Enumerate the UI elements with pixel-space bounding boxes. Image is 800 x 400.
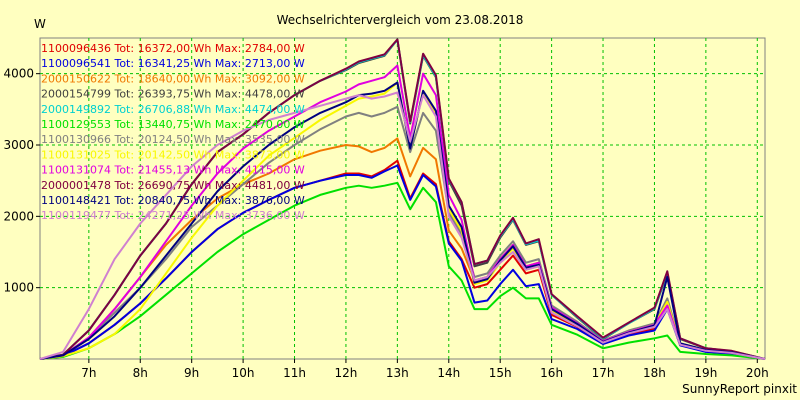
legend: 1100096436 Tot: 16372,00 Wh Max: 2784,00… [41, 42, 305, 222]
series-line-2000001478 [39, 38, 766, 360]
x-tick-label: 20h [746, 366, 769, 380]
series-line-1100129553 [39, 181, 766, 360]
series-line-1100119477 [39, 91, 766, 360]
credit-label: SunnyReport pinxit [682, 382, 797, 396]
x-tick-label: 11h [283, 366, 306, 380]
legend-entry-2000150622: 2000150622 Tot: 18640,00 Wh Max: 3092,00… [41, 72, 305, 85]
x-tick-label: 16h [540, 366, 563, 380]
x-tick-label: 7h [81, 366, 96, 380]
legend-entry-1100130966: 1100130966 Tot: 20124,50 Wh Max: 3535,00… [41, 133, 305, 146]
x-tick-label: 13h [386, 366, 409, 380]
x-tick-label: 9h [184, 366, 199, 380]
y-tick-label: 4000 [3, 67, 34, 81]
y-tick-label: 3000 [3, 138, 34, 152]
y-tick-label: 2000 [3, 209, 34, 223]
y-tick-label: 1000 [3, 281, 34, 295]
legend-entry-1100131025: 1100131025 Tot: 20142,50 Wh Max: 3873,00… [41, 148, 305, 161]
legend-entry-2000149892: 2000149892 Tot: 26706,88 Wh Max: 4474,00… [41, 103, 305, 116]
legend-entry-2000001478: 2000001478 Tot: 26690,75 Wh Max: 4481,00… [41, 179, 305, 192]
legend-entry-1100131074: 1100131074 Tot: 21455,13 Wh Max: 4115,00… [41, 164, 305, 177]
x-tick-label: 17h [592, 366, 615, 380]
chart-title: Wechselrichtervergleich vom 23.08.2018 [277, 13, 524, 27]
legend-entry-1100119477: 1100119477 Tot: 24271,25 Wh Max: 3736,00… [41, 209, 305, 222]
x-tick-label: 19h [694, 366, 717, 380]
x-tick-label: 12h [335, 366, 358, 380]
legend-entry-1100096541: 1100096541 Tot: 16341,25 Wh Max: 2713,00… [41, 57, 305, 70]
x-tick-label: 15h [489, 366, 512, 380]
y-axis-unit-label: W [34, 17, 46, 31]
legend-entry-1100129553: 1100129553 Tot: 13440,75 Wh Max: 2470,00… [41, 118, 305, 131]
x-tick-label: 18h [643, 366, 666, 380]
series-line-1100130966 [39, 105, 766, 360]
series-line-1100096541 [39, 164, 766, 360]
legend-entry-2000154799: 2000154799 Tot: 26393,75 Wh Max: 4478,00… [41, 88, 305, 101]
legend-entry-1100148421: 1100148421 Tot: 20840,75 Wh Max: 3876,00… [41, 194, 305, 207]
x-tick-label: 10h [232, 366, 255, 380]
legend-entry-1100096436: 1100096436 Tot: 16372,00 Wh Max: 2784,00… [41, 42, 305, 55]
series-layer [39, 38, 766, 360]
axis-layer: 7h 8h 9h 10h 11h 12h 13h 14h 15h 16h 17h 18h 19h 20h 1… [3, 67, 768, 380]
x-tick-label: 14h [437, 366, 460, 380]
x-tick-label: 8h [133, 366, 148, 380]
